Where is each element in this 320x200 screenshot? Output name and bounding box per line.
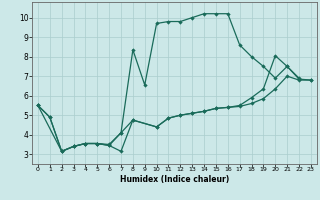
X-axis label: Humidex (Indice chaleur): Humidex (Indice chaleur) [120, 175, 229, 184]
